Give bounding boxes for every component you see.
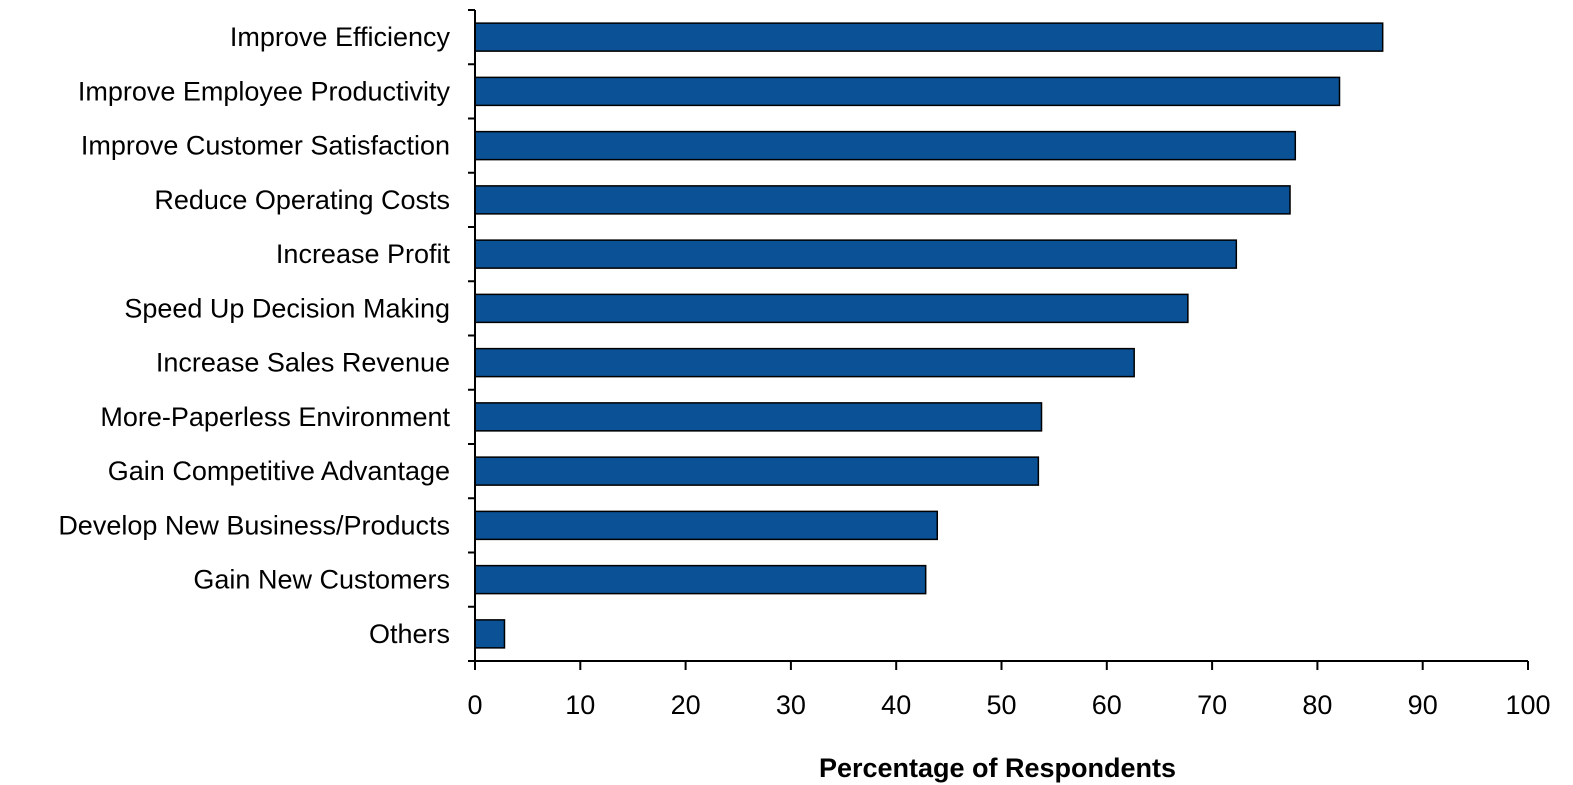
- category-label: Gain Competitive Advantage: [108, 456, 450, 486]
- category-labels: Improve Efficiency Improve Employee Produ…: [58, 22, 450, 649]
- bar: [474, 347, 1135, 378]
- bar: [474, 456, 1040, 486]
- bar: [474, 402, 1043, 432]
- bar: [474, 564, 927, 595]
- bar: [474, 185, 1291, 215]
- x-tick-label: 50: [986, 690, 1016, 720]
- y-axis-ticks: [468, 9, 475, 662]
- bar: [474, 76, 1341, 107]
- bars-group: [474, 22, 1384, 649]
- category-label: Gain New Customers: [193, 565, 450, 595]
- x-axis-ticks: 0 10 20 30 40 50 60 70 80 90 100: [467, 661, 1551, 720]
- x-tick-label: 10: [565, 690, 595, 720]
- category-label: Improve Employee Productivity: [78, 76, 451, 106]
- x-tick-label: 100: [1505, 690, 1550, 720]
- category-label: Speed Up Decision Making: [124, 293, 450, 323]
- bar: [474, 130, 1297, 161]
- bar: [474, 239, 1238, 269]
- bar: [474, 510, 939, 541]
- x-tick-label: 30: [776, 690, 806, 720]
- bar: [474, 293, 1189, 324]
- x-tick-label: 40: [881, 690, 911, 720]
- x-tick-label: 90: [1408, 690, 1438, 720]
- category-label: Increase Profit: [276, 239, 451, 269]
- x-tick-label: 0: [467, 690, 482, 720]
- x-tick-label: 60: [1092, 690, 1122, 720]
- x-tick-label: 80: [1302, 690, 1332, 720]
- bar: [474, 619, 506, 649]
- category-label: Reduce Operating Costs: [154, 185, 450, 215]
- category-label: Develop New Business/Products: [58, 510, 450, 540]
- x-axis-title: Percentage of Respondents: [819, 753, 1176, 783]
- category-label: Increase Sales Revenue: [156, 348, 450, 378]
- category-label: Improve Efficiency: [230, 22, 451, 52]
- x-tick-label: 20: [671, 690, 701, 720]
- category-label: Improve Customer Satisfaction: [81, 131, 450, 161]
- x-tick-label: 70: [1197, 690, 1227, 720]
- category-label: Others: [369, 619, 450, 649]
- bar: [474, 22, 1384, 52]
- category-label: More-Paperless Environment: [100, 402, 450, 432]
